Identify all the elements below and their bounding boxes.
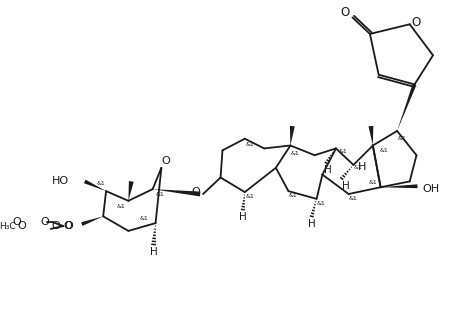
Text: &1: &1 bbox=[97, 181, 106, 186]
Text: H₃C: H₃C bbox=[0, 222, 16, 231]
Text: &1: &1 bbox=[317, 201, 326, 206]
Text: &1: &1 bbox=[349, 196, 358, 201]
Polygon shape bbox=[81, 216, 103, 226]
Text: O: O bbox=[65, 221, 73, 231]
Text: O: O bbox=[17, 221, 26, 231]
Text: O: O bbox=[13, 217, 21, 227]
Text: &1: &1 bbox=[291, 151, 299, 156]
Text: OH: OH bbox=[423, 184, 439, 194]
Text: O: O bbox=[64, 221, 73, 231]
Text: &1: &1 bbox=[245, 142, 254, 147]
Text: O: O bbox=[162, 156, 171, 166]
Text: H: H bbox=[239, 212, 247, 222]
Text: &1: &1 bbox=[289, 193, 298, 198]
Polygon shape bbox=[397, 84, 416, 131]
Text: &1: &1 bbox=[116, 204, 125, 209]
Polygon shape bbox=[381, 184, 418, 188]
Text: H: H bbox=[359, 162, 367, 172]
Text: O: O bbox=[191, 187, 199, 197]
Text: H: H bbox=[325, 165, 332, 175]
Text: H: H bbox=[342, 181, 350, 191]
Text: &1: &1 bbox=[339, 149, 347, 154]
Text: &1: &1 bbox=[245, 194, 254, 199]
Polygon shape bbox=[368, 126, 373, 146]
Text: &1: &1 bbox=[398, 136, 406, 141]
Text: &1: &1 bbox=[140, 216, 148, 221]
Text: &1: &1 bbox=[368, 180, 377, 185]
Text: O: O bbox=[412, 16, 421, 29]
Polygon shape bbox=[128, 181, 134, 201]
Polygon shape bbox=[290, 126, 295, 146]
Text: O: O bbox=[340, 6, 349, 19]
Text: O: O bbox=[40, 217, 49, 227]
Text: &1: &1 bbox=[156, 192, 165, 197]
Text: H: H bbox=[308, 219, 316, 229]
Text: O: O bbox=[51, 221, 60, 231]
Text: HO: HO bbox=[52, 177, 69, 187]
Polygon shape bbox=[153, 189, 200, 197]
Text: H: H bbox=[150, 247, 158, 257]
Text: &1: &1 bbox=[354, 165, 363, 170]
Polygon shape bbox=[84, 180, 106, 191]
Text: &1: &1 bbox=[380, 148, 389, 153]
